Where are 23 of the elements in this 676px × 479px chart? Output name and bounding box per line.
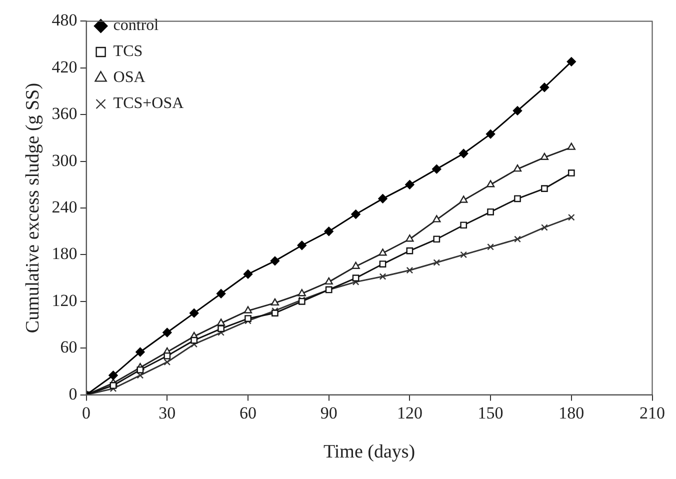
y-tick-label: 420 xyxy=(52,57,78,76)
y-axis-title: Cumulative excess sludge (g SS) xyxy=(22,82,44,334)
y-tick-label: 120 xyxy=(52,290,78,310)
x-axis-title: Time (days) xyxy=(323,442,416,463)
legend-label: TCS xyxy=(113,43,143,60)
y-tick-label: 360 xyxy=(52,104,78,124)
x-tick-label: 60 xyxy=(240,403,256,422)
y-tick-label: 60 xyxy=(60,338,78,357)
x-tick-label: 180 xyxy=(558,403,584,422)
x-tick-label: 120 xyxy=(396,403,422,422)
x-tick-label: 210 xyxy=(640,403,665,422)
x-tick-label: 30 xyxy=(158,403,176,422)
legend-label: control xyxy=(113,17,160,34)
x-tick-label: 0 xyxy=(82,403,91,422)
legend-label: OSA xyxy=(113,69,146,86)
x-tick-label: 150 xyxy=(478,403,504,422)
y-tick-label: 240 xyxy=(52,197,78,216)
y-tick-label: 0 xyxy=(68,384,78,404)
legend-label: TCS+OSA xyxy=(113,95,184,112)
x-tick-label: 90 xyxy=(320,403,338,422)
y-tick-label: 180 xyxy=(52,244,78,264)
y-tick-label: 480 xyxy=(52,10,78,30)
y-tick-label: 300 xyxy=(52,150,78,170)
